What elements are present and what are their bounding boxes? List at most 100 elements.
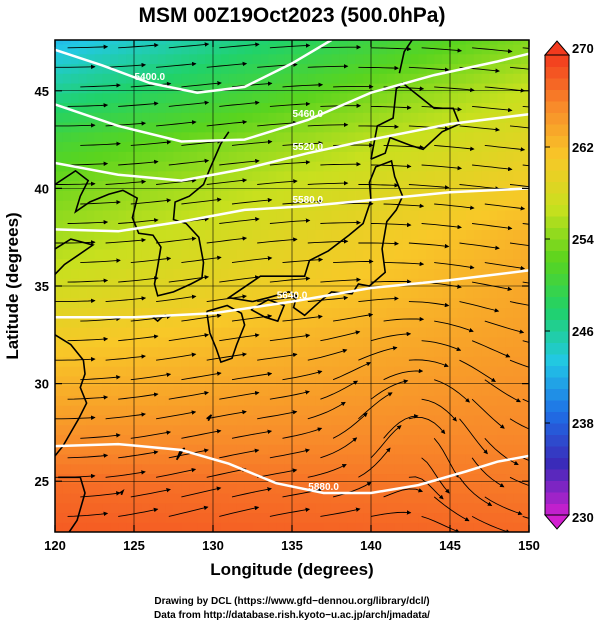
heatmap-cell <box>276 327 285 338</box>
streamline <box>80 258 121 264</box>
heatmap-cell <box>141 405 151 416</box>
heatmap-cell <box>363 492 372 504</box>
heatmap-cell <box>94 336 103 348</box>
heatmap-cell <box>386 151 396 162</box>
heatmap-cell <box>126 375 135 387</box>
heatmap-cell <box>378 43 388 55</box>
heatmap-cell <box>134 336 143 348</box>
heatmap-cell <box>252 122 261 133</box>
heatmap-cell <box>426 385 435 396</box>
heatmap-cell <box>252 463 261 475</box>
heatmap-cell <box>244 102 254 113</box>
heatmap-cell <box>118 434 127 445</box>
heatmap-cell <box>371 180 380 191</box>
heatmap-cell <box>134 92 143 104</box>
heatmap-cell <box>157 200 167 211</box>
heatmap-cell <box>252 522 261 532</box>
heatmap-cell <box>205 63 214 74</box>
heatmap-cell <box>70 297 80 309</box>
heatmap-cell <box>292 141 301 152</box>
heatmap-cell <box>78 424 88 435</box>
heatmap-cell <box>70 453 80 465</box>
heatmap-cell <box>363 297 372 309</box>
heatmap-cell <box>228 268 238 279</box>
heatmap-cell <box>418 53 427 65</box>
heatmap-cell <box>355 444 364 455</box>
heatmap-cell <box>521 40 529 45</box>
heatmap-cell <box>450 502 459 514</box>
heatmap-cell <box>126 297 135 309</box>
heatmap-cell <box>70 492 80 504</box>
heatmap-cell <box>371 63 380 74</box>
heatmap-cell <box>450 112 459 123</box>
heatmap-cell <box>126 268 135 279</box>
heatmap-cell <box>236 209 246 221</box>
heatmap-cell <box>465 53 475 65</box>
heatmap-cell <box>94 229 103 240</box>
heatmap-cell <box>268 375 277 387</box>
heatmap-cell <box>418 424 427 435</box>
heatmap-cell <box>220 453 230 465</box>
heatmap-cell <box>386 297 396 309</box>
heatmap-cell <box>505 63 514 74</box>
height-contour <box>55 40 333 94</box>
heatmap-cell <box>94 200 103 211</box>
heatmap-cell <box>118 258 127 270</box>
heatmap-cell <box>355 424 364 435</box>
heatmap-cell <box>205 200 214 211</box>
heatmap-cell <box>252 248 261 260</box>
heatmap-cell <box>134 512 143 523</box>
heatmap-cell <box>189 258 198 270</box>
streamline <box>459 242 500 251</box>
heatmap-cell <box>473 414 483 426</box>
heatmap-cell <box>236 385 246 396</box>
heatmap-cell <box>481 327 491 338</box>
heatmap-cell <box>86 512 96 523</box>
heatmap-cell <box>189 102 198 113</box>
heatmap-cell <box>126 307 135 318</box>
heatmap-cell <box>126 395 135 406</box>
heatmap-cell <box>126 209 135 221</box>
heatmap-cell <box>371 444 380 455</box>
heatmap-cell <box>149 512 159 523</box>
heatmap-cell <box>268 190 277 201</box>
heatmap-cell <box>323 405 333 416</box>
heatmap-cell <box>189 209 198 221</box>
heatmap-cell <box>363 131 372 143</box>
heatmap-cell <box>55 492 64 504</box>
heatmap-cell <box>521 512 529 523</box>
streamline <box>383 261 425 267</box>
heatmap-cell <box>141 297 151 309</box>
heatmap-cell <box>102 317 111 328</box>
heatmap-cell <box>260 317 269 328</box>
heatmap-cell <box>513 424 522 435</box>
heatmap-cell <box>260 307 269 318</box>
x-tick-label: 135 <box>281 538 303 553</box>
heatmap-cell <box>189 53 198 65</box>
heatmap-cell <box>457 297 467 309</box>
heatmap-cell <box>315 336 325 348</box>
heatmap-cell <box>371 151 380 162</box>
heatmap-cell <box>363 268 372 279</box>
heatmap-cell <box>292 327 301 338</box>
heatmap-cell <box>497 434 506 445</box>
heatmap-cell <box>434 453 443 465</box>
heatmap-cell <box>457 483 467 494</box>
heatmap-cell <box>347 248 356 260</box>
heatmap-cell <box>323 43 333 55</box>
streamline <box>320 507 361 517</box>
heatmap-cell <box>189 405 198 416</box>
heatmap-cell <box>126 317 135 328</box>
heatmap-cell <box>426 287 435 299</box>
heatmap-cell <box>481 463 491 475</box>
heatmap-cell <box>149 43 159 55</box>
heatmap-cell <box>228 122 238 133</box>
heatmap-cell <box>118 161 127 172</box>
heatmap-cell <box>213 473 222 484</box>
heatmap-cell <box>355 258 364 270</box>
heatmap-cell <box>434 131 443 143</box>
heatmap-cell <box>497 473 506 484</box>
heatmap-cell <box>386 434 396 445</box>
heatmap-cell <box>62 414 72 426</box>
heatmap-cell <box>70 336 80 348</box>
